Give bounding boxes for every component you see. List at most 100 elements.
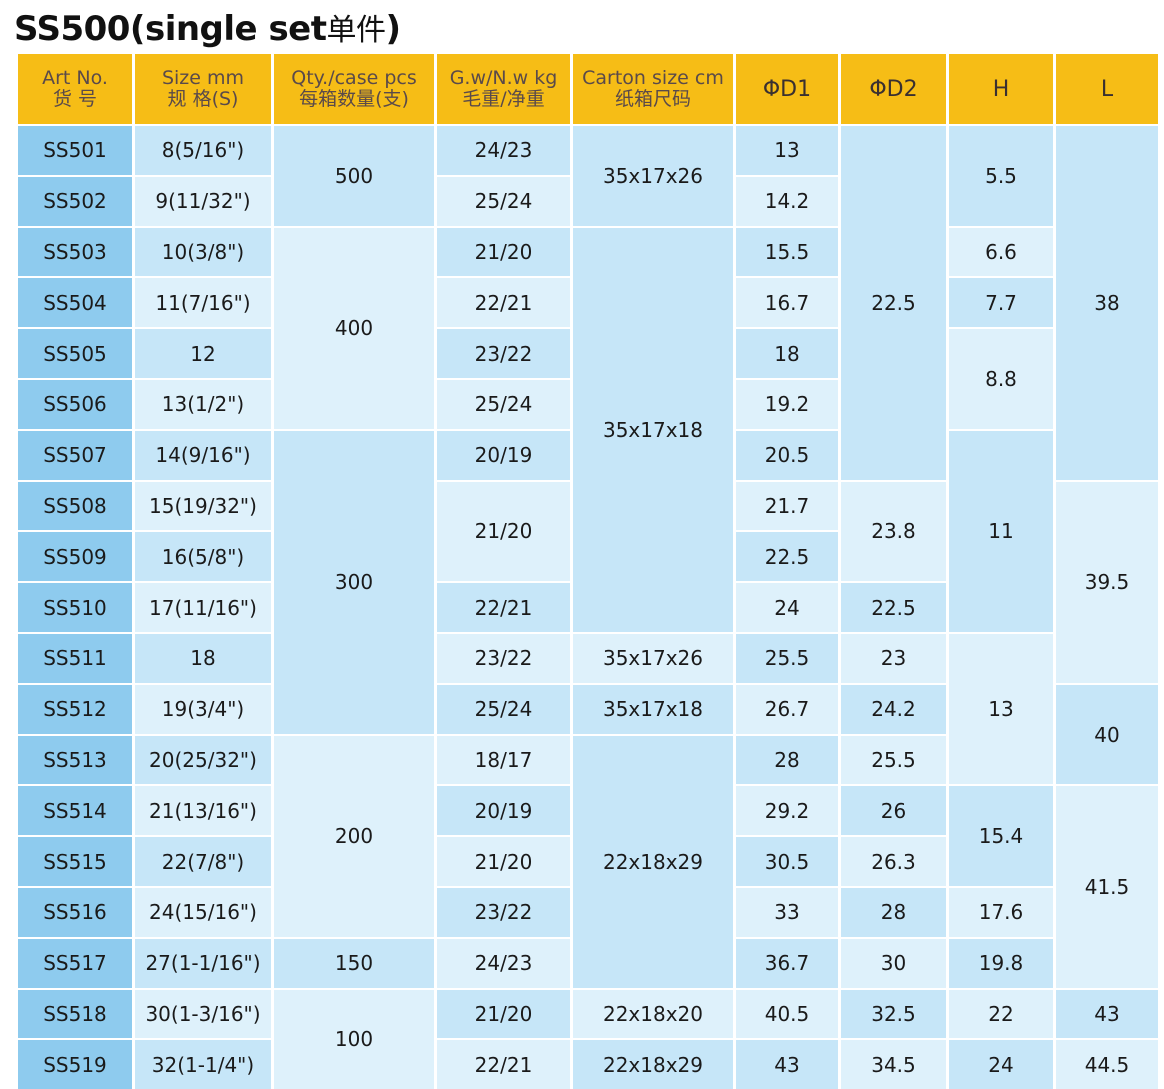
d1-cell: 33 (736, 887, 838, 937)
d2-cell: 22.5 (841, 126, 946, 480)
size-cell: 15(19/32") (135, 481, 271, 531)
qty-cell: 400 (274, 227, 434, 429)
weight-cell: 21/20 (437, 481, 570, 582)
h-cell: 6.6 (949, 227, 1053, 277)
size-cell: 20(25/32") (135, 735, 271, 785)
size-cell: 16(5/8") (135, 532, 271, 582)
art-no-cell: SS518 (18, 989, 132, 1039)
size-cell: 24(15/16") (135, 887, 271, 937)
art-no-cell: SS508 (18, 481, 132, 531)
weight-cell: 23/22 (437, 633, 570, 683)
size-cell: 11(7/16") (135, 278, 271, 328)
weight-cell: 18/17 (437, 735, 570, 785)
weight-cell: 22/21 (437, 1040, 570, 1089)
weight-cell: 24/23 (437, 126, 570, 175)
weight-cell: 22/21 (437, 278, 570, 328)
size-cell: 14(9/16") (135, 430, 271, 480)
h-cell: 19.8 (949, 938, 1053, 988)
size-cell: 9(11/32") (135, 176, 271, 226)
weight-cell: 21/20 (437, 989, 570, 1039)
carton-cell: 22x18x29 (573, 735, 733, 988)
art-no-cell: SS509 (18, 532, 132, 582)
art-no-cell: SS519 (18, 1040, 132, 1089)
qty-cell: 100 (274, 989, 434, 1089)
carton-cell: 22x18x29 (573, 1040, 733, 1089)
art-no-cell: SS516 (18, 887, 132, 937)
h-cell: 13 (949, 633, 1053, 785)
header-d1: ΦD1 (736, 54, 838, 124)
weight-cell: 20/19 (437, 430, 570, 480)
h-cell: 11 (949, 430, 1053, 632)
art-no-cell: SS507 (18, 430, 132, 480)
size-cell: 12 (135, 329, 271, 378)
d1-cell: 26.7 (736, 684, 838, 734)
art-no-cell: SS504 (18, 278, 132, 328)
h-cell: 24 (949, 1040, 1053, 1089)
d1-cell: 30.5 (736, 837, 838, 886)
h-cell: 22 (949, 989, 1053, 1039)
carton-cell: 35x17x18 (573, 227, 733, 632)
size-cell: 17(11/16") (135, 583, 271, 632)
weight-cell: 25/24 (437, 684, 570, 734)
h-cell: 15.4 (949, 786, 1053, 886)
size-cell: 27(1-1/16") (135, 938, 271, 988)
carton-cell: 22x18x20 (573, 989, 733, 1039)
art-no-cell: SS514 (18, 786, 132, 836)
l-cell: 40 (1056, 684, 1158, 785)
d1-cell: 19.2 (736, 379, 838, 429)
h-cell: 5.5 (949, 126, 1053, 226)
size-cell: 22(7/8") (135, 837, 271, 886)
carton-cell: 35x17x18 (573, 684, 733, 734)
art-no-cell: SS513 (18, 735, 132, 785)
carton-cell: 35x17x26 (573, 633, 733, 683)
art-no-cell: SS517 (18, 938, 132, 988)
weight-cell: 22/21 (437, 583, 570, 632)
weight-cell: 20/19 (437, 786, 570, 836)
qty-cell: 500 (274, 126, 434, 226)
d1-cell: 28 (736, 735, 838, 785)
header-d2: ΦD2 (841, 54, 946, 124)
l-cell: 39.5 (1056, 481, 1158, 683)
weight-cell: 25/24 (437, 379, 570, 429)
weight-cell: 21/20 (437, 837, 570, 886)
d1-cell: 25.5 (736, 633, 838, 683)
d1-cell: 20.5 (736, 430, 838, 480)
size-cell: 19(3/4") (135, 684, 271, 734)
art-no-cell: SS510 (18, 583, 132, 632)
art-no-cell: SS511 (18, 633, 132, 683)
d1-cell: 43 (736, 1040, 838, 1089)
size-cell: 18 (135, 633, 271, 683)
d2-cell: 30 (841, 938, 946, 988)
art-no-cell: SS502 (18, 176, 132, 226)
size-cell: 21(13/16") (135, 786, 271, 836)
art-no-cell: SS501 (18, 126, 132, 175)
carton-cell: 35x17x26 (573, 126, 733, 226)
art-no-cell: SS512 (18, 684, 132, 734)
header-size: Size mm 规 格(S) (135, 54, 271, 124)
d2-cell: 28 (841, 887, 946, 937)
spec-table: Art No. 货 号 Size mm 规 格(S) Qty./case pcs 每箱… (18, 54, 1158, 1089)
d2-cell: 34.5 (841, 1040, 946, 1089)
weight-cell: 23/22 (437, 329, 570, 378)
d2-cell: 26 (841, 786, 946, 836)
page-title: SS500(single set单件) (14, 9, 401, 49)
d2-cell: 25.5 (841, 735, 946, 785)
art-no-cell: SS503 (18, 227, 132, 277)
art-no-cell: SS505 (18, 329, 132, 378)
qty-cell: 200 (274, 735, 434, 937)
h-cell: 17.6 (949, 887, 1053, 937)
size-cell: 8(5/16") (135, 126, 271, 175)
header-weight: G.w/N.w kg 毛重/净重 (437, 54, 570, 124)
size-cell: 10(3/8") (135, 227, 271, 277)
header-qty: Qty./case pcs 每箱数量(支) (274, 54, 434, 124)
d2-cell: 24.2 (841, 684, 946, 734)
d1-cell: 36.7 (736, 938, 838, 988)
h-cell: 8.8 (949, 329, 1053, 429)
d1-cell: 24 (736, 583, 838, 632)
d1-cell: 22.5 (736, 532, 838, 582)
d1-cell: 14.2 (736, 176, 838, 226)
size-cell: 30(1-3/16") (135, 989, 271, 1039)
d1-cell: 21.7 (736, 481, 838, 531)
art-no-cell: SS515 (18, 837, 132, 886)
d2-cell: 22.5 (841, 583, 946, 632)
